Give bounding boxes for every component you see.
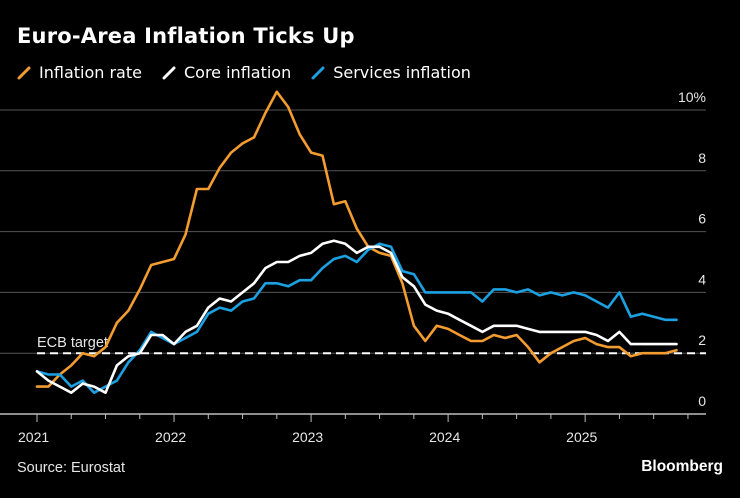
legend-item-inflation-rate: Inflation rate (17, 63, 142, 82)
brand-logo: Bloomberg (641, 458, 723, 475)
legend-label-inflation-rate: Inflation rate (39, 63, 142, 82)
y-tick-label: 10% (678, 89, 706, 105)
annotations: ECB target (37, 335, 706, 355)
legend-swatch-core-inflation-icon (162, 66, 176, 79)
y-tick-label: 4 (698, 271, 706, 287)
y-tick-label: 2 (698, 332, 706, 348)
gridlines (0, 109, 706, 415)
legend-label-services-inflation: Services inflation (333, 63, 471, 82)
series-line-services-inflation (35, 242, 678, 395)
chart-title: Euro-Area Inflation Ticks Up (17, 24, 355, 48)
legend-swatch-services-inflation-icon (311, 66, 325, 79)
y-tick-label: 6 (698, 211, 706, 227)
x-tick-label: 2025 (566, 429, 597, 445)
legend-item-core-inflation: Core inflation (162, 63, 291, 82)
series-lines (35, 90, 678, 395)
x-tick-label: 2024 (429, 429, 460, 445)
legend: Inflation rate Core inflation Services i… (17, 63, 471, 82)
y-axis: 0 2 4 6 8 10% (678, 89, 706, 409)
x-axis: 2021 2022 2023 2024 2025 (18, 414, 689, 445)
ecb-target-label: ECB target (37, 335, 108, 351)
source-note: Source: Eurostat (17, 460, 125, 476)
x-tick-label: 2021 (18, 429, 49, 445)
y-tick-label: 8 (698, 150, 706, 166)
legend-label-core-inflation: Core inflation (183, 63, 292, 82)
series-line-core-inflation (35, 239, 678, 395)
legend-swatch-inflation-rate-icon (17, 66, 31, 79)
legend-item-services-inflation: Services inflation (311, 63, 471, 82)
y-tick-label: 0 (698, 393, 706, 409)
series-line-inflation-rate (35, 90, 678, 388)
x-tick-label: 2022 (155, 429, 186, 445)
x-tick-label: 2023 (292, 429, 323, 445)
